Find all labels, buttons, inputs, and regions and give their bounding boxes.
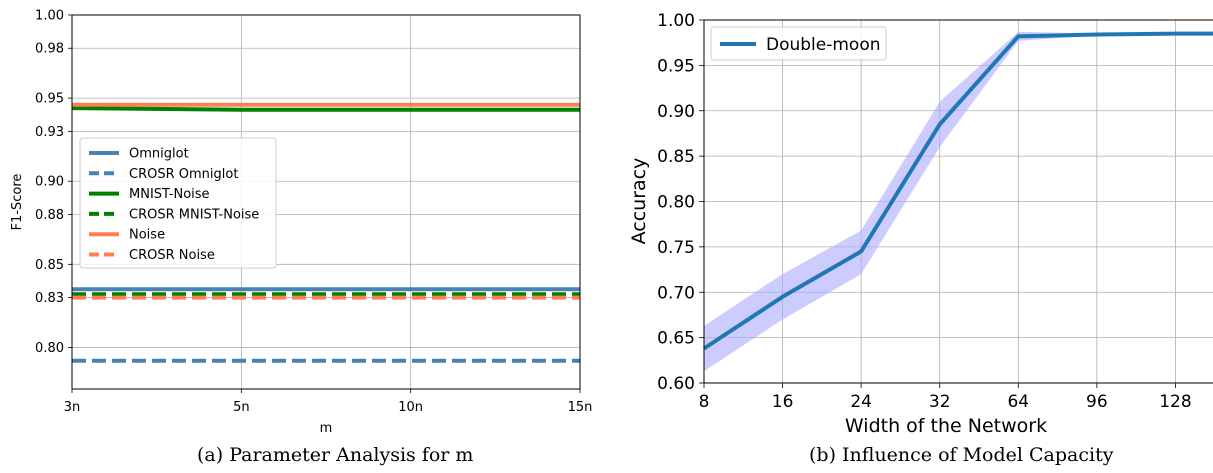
y-tick-label: 1.00 xyxy=(35,9,64,24)
legend-label: CROSR Omniglot xyxy=(129,167,238,182)
legend-label: Noise xyxy=(129,228,165,243)
series-group-b xyxy=(702,31,1213,372)
y-tick-label: 0.80 xyxy=(657,193,695,213)
axis-ticks-a: 3n 5n 10n 15n 0.80 0.83 0.85 0.88 0.90 0.93 0.95 0.… xyxy=(35,9,592,416)
chart-b: 816243264961282560.600.650.700.750.800.8… xyxy=(628,11,1213,437)
x-tick-label: 5n xyxy=(233,400,250,415)
series-group-a xyxy=(71,102,580,363)
figure: 3n 5n 10n 15n 0.80 0.83 0.85 0.88 0.90 0.93 0.95 0.… xyxy=(10,9,1213,437)
y-tick-label: 1.00 xyxy=(657,11,695,31)
y-tick-label: 0.88 xyxy=(35,208,64,223)
axis-ticks-b: 816243264961282560.600.650.700.750.800.8… xyxy=(657,11,1192,412)
y-tick-label: 0.93 xyxy=(35,125,64,140)
legend-b: Double-moon xyxy=(710,26,887,61)
y-tick-label: 0.65 xyxy=(657,329,695,349)
y-tick-label: 0.85 xyxy=(657,147,695,167)
chart-a: 3n 5n 10n 15n 0.80 0.83 0.85 0.88 0.90 0.93 0.95 0.… xyxy=(10,9,592,437)
x-tick-label: 128 xyxy=(1159,392,1191,412)
legend-box xyxy=(79,137,277,269)
legend-a: Omniglot CROSR Omniglot MNIST-Noise CROSR M… xyxy=(79,137,277,269)
x-tick-label: 96 xyxy=(1086,392,1108,412)
x-axis-label-b: Width of the Network xyxy=(845,415,1047,437)
y-tick-label: 0.85 xyxy=(35,258,64,273)
series-line-mnist-noise xyxy=(71,106,580,112)
caption-a: (a) Parameter Analysis for m xyxy=(197,444,474,466)
legend-label: MNIST-Noise xyxy=(129,187,210,202)
plot-frame-a xyxy=(71,14,581,390)
y-tick-label: 0.60 xyxy=(657,374,695,394)
y-tick-label: 0.70 xyxy=(657,283,695,303)
x-tick-label: 64 xyxy=(1007,392,1029,412)
y-tick-label: 0.90 xyxy=(35,175,64,190)
x-tick-label: 8 xyxy=(699,392,710,412)
caption-b: (b) Influence of Model Capacity xyxy=(809,444,1114,466)
x-tick-label: 15n xyxy=(568,400,593,415)
confidence-band xyxy=(704,31,1213,372)
y-axis-label-a: F1-Score xyxy=(10,174,25,231)
legend-label: Omniglot xyxy=(129,147,189,162)
x-tick-label: 16 xyxy=(772,392,794,412)
x-tick-label: 3n xyxy=(64,400,81,415)
x-tick-label: 32 xyxy=(929,392,951,412)
y-tick-label: 0.95 xyxy=(35,92,64,107)
y-tick-label: 0.95 xyxy=(657,56,695,76)
grid-b xyxy=(704,20,1213,383)
y-axis-label-b: Accuracy xyxy=(628,158,650,245)
legend-label: CROSR MNIST-Noise xyxy=(129,207,259,222)
y-tick-label: 0.83 xyxy=(35,291,64,306)
x-axis-label-a: m xyxy=(320,421,333,436)
legend-box xyxy=(710,26,887,61)
y-tick-label: 0.90 xyxy=(657,102,695,122)
legend-label: CROSR Noise xyxy=(129,248,215,263)
y-tick-label: 0.80 xyxy=(35,341,64,356)
x-tick-label: 10n xyxy=(398,400,423,415)
x-tick-label: 24 xyxy=(850,392,872,412)
legend-label: Double-moon xyxy=(766,35,881,55)
y-tick-label: 0.98 xyxy=(35,42,64,57)
y-tick-label: 0.75 xyxy=(657,238,695,258)
series-line-double-moon xyxy=(702,31,1213,351)
